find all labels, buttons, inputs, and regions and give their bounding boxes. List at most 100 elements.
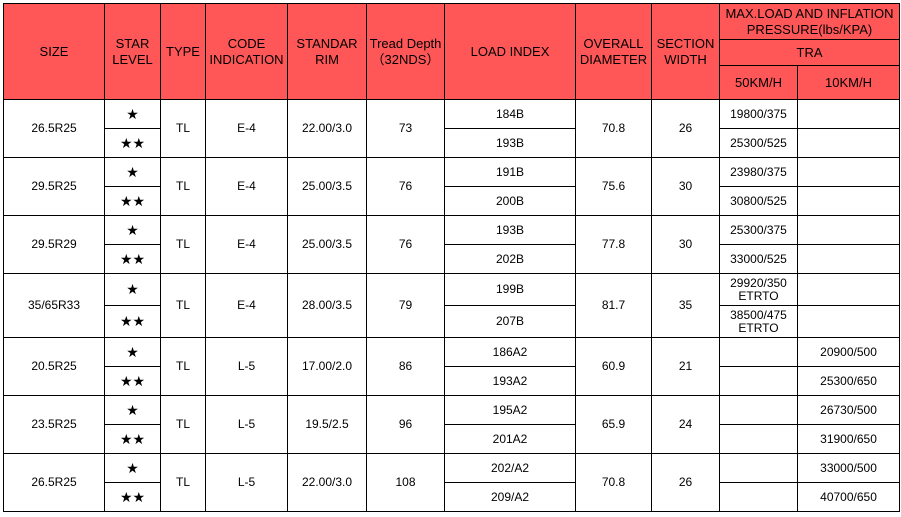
table-row: 29.5R25 ★ TL E-4 25.00/3.5 76 191B 75.6 30 23980/… bbox=[3, 157, 901, 216]
table-row: ★★ 202B 33000/525 bbox=[4, 244, 901, 274]
star-level-cell: ★★ bbox=[104, 366, 161, 396]
load-10kmh-cell bbox=[796, 186, 901, 216]
size-cell: 29.5R29 bbox=[3, 215, 105, 274]
load-50kmh-cell: 25300/525 bbox=[719, 128, 798, 158]
table-header: SIZE STAR LEVEL TYPE CODE INDICATION STA… bbox=[3, 3, 901, 100]
code-indication-cell: L-5 bbox=[205, 337, 288, 396]
size-cell: 20.5R25 bbox=[3, 337, 105, 396]
standard-rim-cell: 17.00/2.0 bbox=[287, 337, 367, 396]
star-level-cell: ★ bbox=[104, 99, 161, 129]
standard-rim-cell: 28.00/3.5 bbox=[287, 273, 367, 338]
code-indication-cell: E-4 bbox=[205, 215, 288, 274]
load-index-cell: 186A2 bbox=[444, 337, 576, 367]
code-indication-cell: L-5 bbox=[205, 395, 288, 454]
overall-diameter-cell: 70.8 bbox=[575, 453, 652, 512]
load-50kmh-cell: 29920/350 ETRTO bbox=[719, 273, 798, 306]
overall-diameter-cell: 75.6 bbox=[575, 157, 652, 216]
load-50kmh-cell: 25300/375 bbox=[719, 215, 798, 245]
section-width-cell: 35 bbox=[651, 273, 720, 338]
standard-rim-cell: 25.00/3.5 bbox=[287, 215, 367, 274]
load-50kmh-value: 29920/350 bbox=[730, 275, 787, 290]
load-10kmh-cell: 33000/500 bbox=[796, 453, 901, 483]
load-index-cell: 209/A2 bbox=[444, 482, 576, 512]
load-50kmh-cell: 33000/525 bbox=[719, 244, 798, 274]
load-50kmh-cell bbox=[719, 482, 798, 512]
code-indication-cell: E-4 bbox=[205, 157, 288, 216]
load-50kmh-cell: 38500/475 ETRTO bbox=[719, 305, 798, 338]
overall-diameter-cell: 70.8 bbox=[575, 99, 652, 158]
load-50kmh-cell: 23980/375 bbox=[719, 157, 798, 187]
load-index-cell: 193B bbox=[444, 128, 576, 158]
load-10kmh-cell: 26730/500 bbox=[796, 395, 901, 425]
load-10kmh-cell bbox=[796, 273, 901, 306]
tread-depth-cell: 76 bbox=[366, 215, 445, 274]
tread-depth-cell: 108 bbox=[366, 453, 445, 512]
load-index-cell: 191B bbox=[444, 157, 576, 187]
load-index-cell: 193A2 bbox=[444, 366, 576, 396]
type-cell: TL bbox=[160, 215, 206, 274]
load-50kmh-cell: 19800/375 bbox=[719, 99, 798, 129]
table-row: ★★ 209/A2 40700/650 bbox=[4, 482, 901, 512]
header-standard-rim: STANDAR RIM bbox=[287, 3, 367, 100]
load-index-cell: 199B bbox=[444, 273, 576, 306]
load-50kmh-standard: ETRTO bbox=[738, 320, 779, 335]
overall-diameter-cell: 65.9 bbox=[575, 395, 652, 454]
load-10kmh-cell bbox=[796, 157, 901, 187]
header-type: TYPE bbox=[160, 3, 206, 100]
type-cell: TL bbox=[160, 453, 206, 512]
section-width-cell: 30 bbox=[651, 157, 720, 216]
table-row: ★★ 201A2 31900/650 bbox=[4, 424, 901, 454]
load-10kmh-cell bbox=[796, 99, 901, 129]
header-tra: TRA bbox=[718, 39, 901, 66]
overall-diameter-cell: 77.8 bbox=[575, 215, 652, 274]
star-level-cell: ★ bbox=[104, 337, 161, 367]
star-level-cell: ★★ bbox=[104, 305, 161, 338]
standard-rim-cell: 25.00/3.5 bbox=[287, 157, 367, 216]
header-speed-10: 10KM/H bbox=[796, 65, 901, 100]
load-50kmh-cell bbox=[719, 337, 798, 367]
star-level-cell: ★★ bbox=[104, 128, 161, 158]
type-cell: TL bbox=[160, 157, 206, 216]
star-level-cell: ★ bbox=[104, 215, 161, 245]
table-row: ★★ 193B 25300/525 bbox=[4, 128, 901, 158]
load-index-cell: 202/A2 bbox=[444, 453, 576, 483]
load-index-cell: 201A2 bbox=[444, 424, 576, 454]
load-10kmh-cell: 40700/650 bbox=[796, 482, 901, 512]
size-cell: 29.5R25 bbox=[3, 157, 105, 216]
load-10kmh-cell: 25300/650 bbox=[796, 366, 901, 396]
star-level-cell: ★★ bbox=[104, 244, 161, 274]
load-index-cell: 195A2 bbox=[444, 395, 576, 425]
section-width-cell: 21 bbox=[651, 337, 720, 396]
header-tread-depth: Tread Depth（32NDS） bbox=[366, 3, 445, 100]
table-row: 20.5R25 ★ TL L-5 17.00/2.0 86 186A2 60.9 21 20900… bbox=[3, 337, 901, 396]
size-cell: 35/65R33 bbox=[3, 273, 105, 338]
type-cell: TL bbox=[160, 337, 206, 396]
header-max-load: MAX.LOAD AND INFLATION PRESSURE(lbs/KPA) bbox=[718, 3, 901, 40]
star-level-cell: ★ bbox=[104, 395, 161, 425]
table-row: 35/65R33 ★ TL E-4 28.00/3.5 79 199B 81.7 35 29920… bbox=[3, 273, 901, 338]
star-level-cell: ★★ bbox=[104, 424, 161, 454]
standard-rim-cell: 22.00/3.0 bbox=[287, 453, 367, 512]
code-indication-cell: L-5 bbox=[205, 453, 288, 512]
tire-spec-table: SIZE STAR LEVEL TYPE CODE INDICATION STA… bbox=[3, 3, 901, 512]
table-row: 26.5R25 ★ TL L-5 22.00/3.0 108 202/A2 70.8 26 330… bbox=[3, 453, 901, 512]
tread-depth-cell: 96 bbox=[366, 395, 445, 454]
load-50kmh-standard: ETRTO bbox=[738, 288, 779, 303]
load-50kmh-cell bbox=[719, 424, 798, 454]
table-row: 29.5R29 ★ TL E-4 25.00/3.5 76 193B 77.8 30 25300/… bbox=[3, 215, 901, 274]
type-cell: TL bbox=[160, 99, 206, 158]
header-speed-50: 50KM/H bbox=[719, 65, 798, 100]
load-index-cell: 200B bbox=[444, 186, 576, 216]
section-width-cell: 26 bbox=[651, 453, 720, 512]
table-row: ★★ 207B 38500/475 ETRTO bbox=[4, 305, 901, 338]
load-index-cell: 202B bbox=[444, 244, 576, 274]
type-cell: TL bbox=[160, 273, 206, 338]
tread-depth-cell: 76 bbox=[366, 157, 445, 216]
star-level-cell: ★ bbox=[104, 273, 161, 306]
load-50kmh-cell bbox=[719, 395, 798, 425]
load-index-cell: 207B bbox=[444, 305, 576, 338]
header-size: SIZE bbox=[3, 3, 105, 100]
header-star-level: STAR LEVEL bbox=[104, 3, 161, 100]
section-width-cell: 24 bbox=[651, 395, 720, 454]
size-cell: 26.5R25 bbox=[3, 99, 105, 158]
